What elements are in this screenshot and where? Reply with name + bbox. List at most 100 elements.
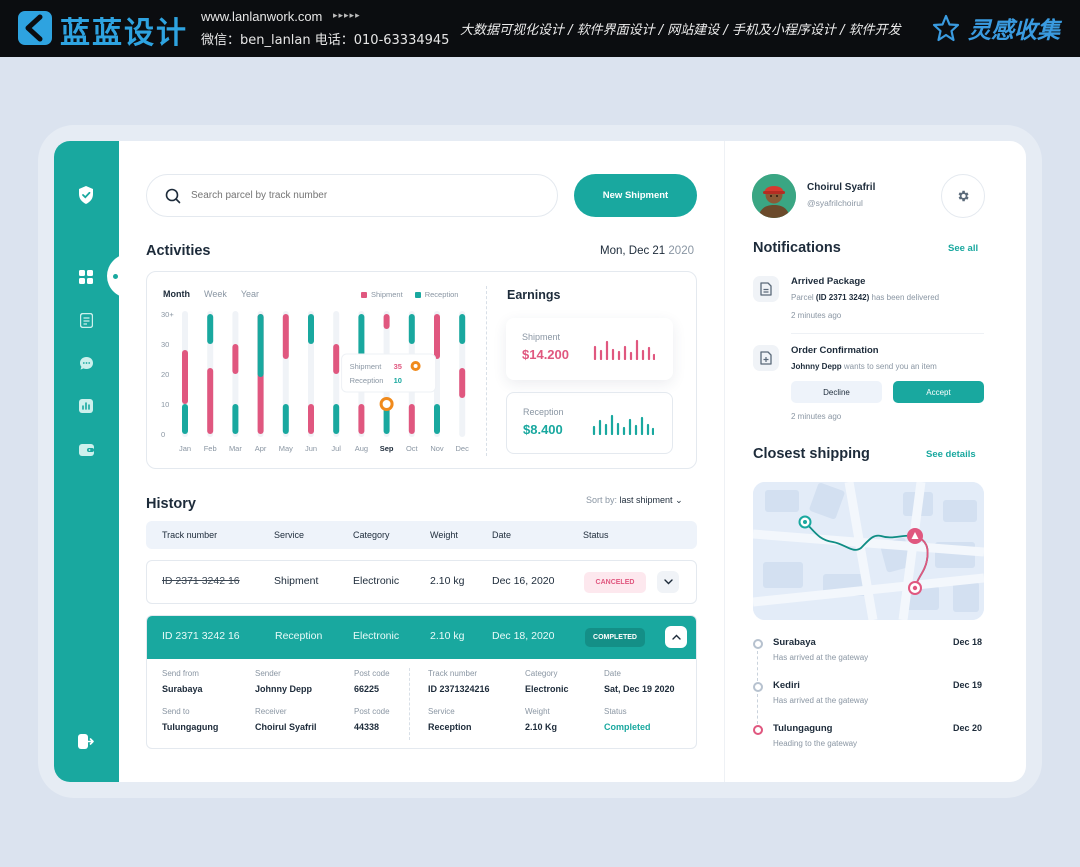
date-main: Mon, Dec 21 bbox=[600, 245, 666, 257]
x-tick-label: Jan bbox=[179, 444, 191, 453]
stop-note: Has arrived at the gateway bbox=[773, 696, 869, 705]
shield-logo-icon[interactable] bbox=[76, 185, 96, 205]
stop-city: Kediri bbox=[773, 680, 800, 691]
timeline-line bbox=[757, 694, 758, 724]
activities-title: Activities bbox=[146, 243, 211, 259]
reception-sparkline bbox=[592, 414, 654, 435]
history-title: History bbox=[146, 496, 196, 512]
timeline-dot-active bbox=[753, 725, 763, 735]
notification-time: 2 minutes ago bbox=[791, 412, 842, 421]
collapse-button[interactable] bbox=[665, 626, 687, 648]
chevron-up-icon bbox=[671, 634, 681, 640]
search-icon bbox=[165, 188, 181, 203]
stop-note: Heading to the gateway bbox=[773, 739, 858, 748]
see-details-link[interactable]: See details bbox=[926, 449, 976, 460]
row-date: Dec 18, 2020 bbox=[492, 630, 555, 642]
logo-text: 蓝蓝设计 bbox=[60, 16, 188, 51]
earnings-reception-label: Reception bbox=[523, 407, 564, 417]
x-tick-label: Aug bbox=[355, 444, 368, 453]
tab-week[interactable]: Week bbox=[204, 289, 227, 299]
sender-value: Johnny Depp bbox=[255, 684, 313, 694]
receiver-value: Choirul Syafril bbox=[255, 722, 317, 732]
lanlan-logo-icon bbox=[18, 11, 52, 45]
shipping-map[interactable] bbox=[753, 482, 984, 620]
reception-swatch bbox=[414, 291, 421, 298]
row-date: Dec 16, 2020 bbox=[492, 575, 555, 587]
table-row[interactable]: ID 2371 3242 16 Shipment Electronic 2.10… bbox=[146, 560, 697, 604]
avatar[interactable] bbox=[752, 174, 796, 218]
post-code-value: 44338 bbox=[354, 722, 380, 732]
notification-title: Order Confirmation bbox=[791, 345, 879, 356]
y-tick-label: 30 bbox=[161, 340, 169, 349]
x-tick-label: Oct bbox=[406, 444, 419, 453]
earnings-reception-value: $8.400 bbox=[523, 422, 563, 437]
status-badge-canceled: CANCELED bbox=[584, 572, 646, 593]
row-service: Reception bbox=[275, 630, 323, 642]
right-panel: Choirul Syafril @syafrilchoirul Notifica… bbox=[724, 141, 1026, 782]
analytics-icon[interactable] bbox=[76, 396, 96, 416]
col-status: Status bbox=[583, 530, 609, 540]
earnings-title: Earnings bbox=[507, 288, 561, 302]
timeline-line bbox=[757, 651, 758, 681]
site-url[interactable]: www.lanlanwork.com bbox=[201, 9, 323, 24]
tab-month[interactable]: Month bbox=[163, 289, 190, 299]
tooltip-marker-center bbox=[413, 364, 418, 368]
row-track: ID 2371 3242 16 bbox=[162, 630, 240, 642]
shipment-swatch bbox=[361, 291, 367, 298]
post-code-value: 66225 bbox=[354, 684, 380, 694]
chevron-down-icon bbox=[663, 579, 673, 585]
accept-button[interactable]: Accept bbox=[893, 381, 984, 403]
decline-button[interactable]: Decline bbox=[791, 381, 882, 403]
wallet-icon[interactable] bbox=[76, 439, 96, 459]
notification-time: 2 minutes ago bbox=[791, 311, 842, 320]
star-icon bbox=[932, 14, 960, 42]
service-label: Service bbox=[428, 707, 455, 716]
chevron-down-icon: ⌄ bbox=[675, 495, 683, 505]
notification-text: Parcel (ID 2371 3242) has been delivered bbox=[791, 293, 939, 302]
send-to-label: Send to bbox=[162, 707, 190, 716]
tooltip-reception-label: Reception bbox=[350, 376, 384, 385]
stop-note: Has arrived at the gateway bbox=[773, 653, 869, 662]
post-code-label: Post code bbox=[354, 669, 390, 678]
chat-icon[interactable] bbox=[76, 353, 96, 373]
user-avatar-image bbox=[752, 174, 796, 218]
document-icon[interactable] bbox=[76, 310, 96, 330]
row-service: Shipment bbox=[274, 575, 319, 587]
search-input[interactable] bbox=[191, 190, 511, 201]
x-tick-label: Jul bbox=[331, 444, 341, 453]
shipment-sparkline bbox=[593, 339, 655, 360]
earnings-reception-card[interactable]: Reception $8.400 bbox=[506, 392, 673, 454]
closest-shipping-title: Closest shipping bbox=[753, 446, 870, 462]
expand-button[interactable] bbox=[657, 571, 679, 593]
tooltip-box bbox=[341, 353, 437, 393]
logout-icon[interactable] bbox=[76, 731, 96, 751]
card-divider bbox=[486, 286, 487, 456]
legend-shipment-label: Shipment bbox=[371, 290, 403, 299]
stop-date: Dec 18 bbox=[953, 637, 983, 647]
x-tick-label: May bbox=[279, 444, 293, 453]
timeline-dot bbox=[753, 639, 763, 649]
track-number-label: Track number bbox=[428, 669, 478, 678]
dashboard-grid-icon[interactable] bbox=[76, 267, 96, 287]
col-track: Track number bbox=[162, 530, 218, 540]
n1-text-post: has been delivered bbox=[869, 293, 940, 302]
see-all-link[interactable]: See all bbox=[948, 243, 979, 254]
table-row-expanded[interactable]: ID 2371 3242 16 Reception Electronic 2.1… bbox=[146, 615, 697, 749]
receiver-label: Receiver bbox=[255, 707, 287, 716]
expanded-row-header[interactable]: ID 2371 3242 16 Reception Electronic 2.1… bbox=[147, 616, 696, 659]
status-badge-completed: COMPLETED bbox=[585, 628, 645, 647]
send-from-label: Send from bbox=[162, 669, 199, 678]
arrow-decoration: ▸▸▸▸▸ bbox=[333, 10, 361, 20]
earnings-shipment-card[interactable]: Shipment $14.200 bbox=[506, 318, 673, 380]
settings-button[interactable] bbox=[941, 174, 985, 218]
tab-year[interactable]: Year bbox=[240, 289, 260, 299]
sort-label: Sort by: bbox=[586, 495, 618, 505]
x-tick-label: Nov bbox=[430, 444, 444, 453]
timeline-dot bbox=[753, 682, 763, 692]
new-shipment-button[interactable]: New Shipment bbox=[574, 174, 697, 217]
search-bar[interactable] bbox=[146, 174, 558, 217]
track-number-value: ID 2371324216 bbox=[428, 684, 490, 694]
sort-dropdown[interactable]: Sort by: last shipment ⌄ bbox=[586, 495, 683, 506]
col-service: Service bbox=[274, 530, 305, 540]
post-code-label: Post code bbox=[354, 707, 390, 716]
